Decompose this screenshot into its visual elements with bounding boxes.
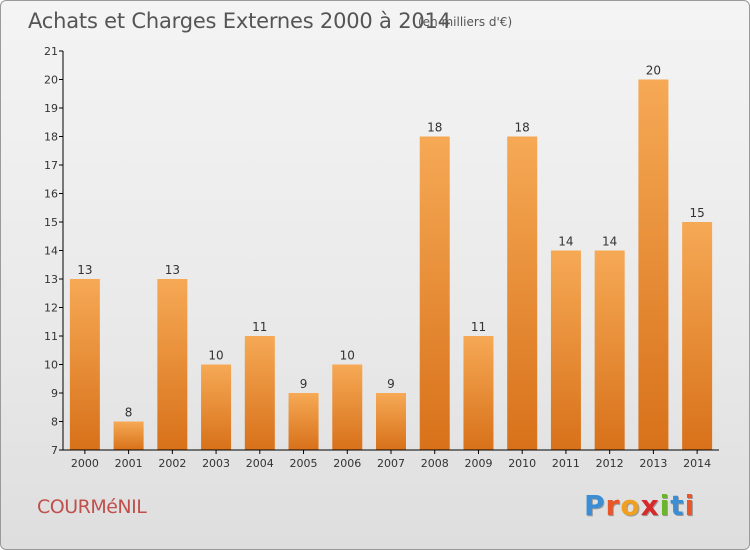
bar-2007 [376,393,406,450]
y-tick-label: 10 [44,359,58,372]
chart-subtitle: (en milliers d'€) [418,15,513,29]
logo-letter: o [620,489,641,522]
bar-2005 [288,393,319,450]
y-tick-label: 15 [44,216,58,229]
bar-value-label: 14 [602,235,617,249]
logo-letter: i [684,489,696,522]
y-tick-label: 17 [44,159,58,172]
x-tick-label: 2005 [290,457,318,470]
logo-letter: t [670,489,685,522]
bar-2009 [463,336,494,450]
logo-letter: x [640,489,660,522]
x-tick-label: 2007 [377,457,405,470]
bar-2000 [69,279,100,450]
bar-value-label: 15 [689,206,704,220]
chart-title: Achats et Charges Externes 2000 à 2014 [28,9,451,33]
bar-2006 [332,364,363,450]
bar-value-label: 9 [300,377,308,391]
x-tick-label: 2003 [202,457,230,470]
bar-value-label: 13 [77,263,92,277]
bar-2004 [244,336,275,450]
x-tick-label: 2000 [71,457,99,470]
y-tick-label: 21 [44,45,58,58]
x-axis: 2000 2001 2002 2003 2004 2005 2006 2007 2008 2009… [63,449,719,470]
x-tick-label: 2013 [639,457,667,470]
y-tick-label: 20 [44,74,58,87]
bar-2011 [550,250,581,450]
x-tick-label: 2011 [552,457,580,470]
bar-2012 [594,250,625,450]
bars-group: 13 8 13 10 11 9 10 9 18 11 18 14 14 20 15 [69,64,713,450]
x-tick-label: 2009 [464,457,492,470]
logo-letter: i [659,489,671,522]
bar-value-label: 9 [387,377,395,391]
y-tick-label: 8 [51,416,58,429]
bar-value-label: 20 [646,64,661,78]
bar-value-label: 11 [252,320,267,334]
x-tick-label: 2001 [115,457,143,470]
bar-2014 [682,222,713,450]
x-tick-label: 2010 [508,457,536,470]
x-tick-label: 2002 [158,457,186,470]
bar-2013 [638,79,669,450]
y-tick-label: 11 [44,330,58,343]
bar-value-label: 13 [165,263,180,277]
logo-letter: P [584,489,606,522]
y-tick-label: 12 [44,302,58,315]
x-tick-label: 2004 [246,457,274,470]
y-axis: 7 8 9 10 11 12 13 14 15 16 17 18 19 20 21 [44,45,64,457]
x-tick-label: 2012 [596,457,624,470]
commune-name: COURMéNIL [37,496,147,518]
bar-2003 [201,364,232,450]
y-tick-label: 19 [44,102,58,115]
y-tick-label: 18 [44,131,58,144]
y-tick-label: 14 [44,245,58,258]
y-tick-label: 13 [44,273,58,286]
bar-value-label: 18 [427,121,442,135]
bar-value-label: 14 [558,235,573,249]
logo-letter: r [605,489,621,522]
bar-value-label: 8 [125,406,133,420]
bar-2010 [507,136,538,450]
y-tick-label: 9 [51,387,58,400]
bar-value-label: 18 [515,121,530,135]
proxiti-logo[interactable]: Proxiti [584,489,695,522]
y-tick-label: 16 [44,188,58,201]
bar-2001 [113,421,144,450]
x-tick-label: 2014 [683,457,711,470]
bar-value-label: 11 [471,320,486,334]
bar-value-label: 10 [208,349,223,363]
y-tick-label: 7 [51,444,58,457]
x-tick-label: 2008 [421,457,449,470]
x-tick-label: 2006 [333,457,361,470]
bar-2008 [419,136,450,450]
bar-value-label: 10 [340,349,355,363]
bar-2002 [157,279,188,450]
